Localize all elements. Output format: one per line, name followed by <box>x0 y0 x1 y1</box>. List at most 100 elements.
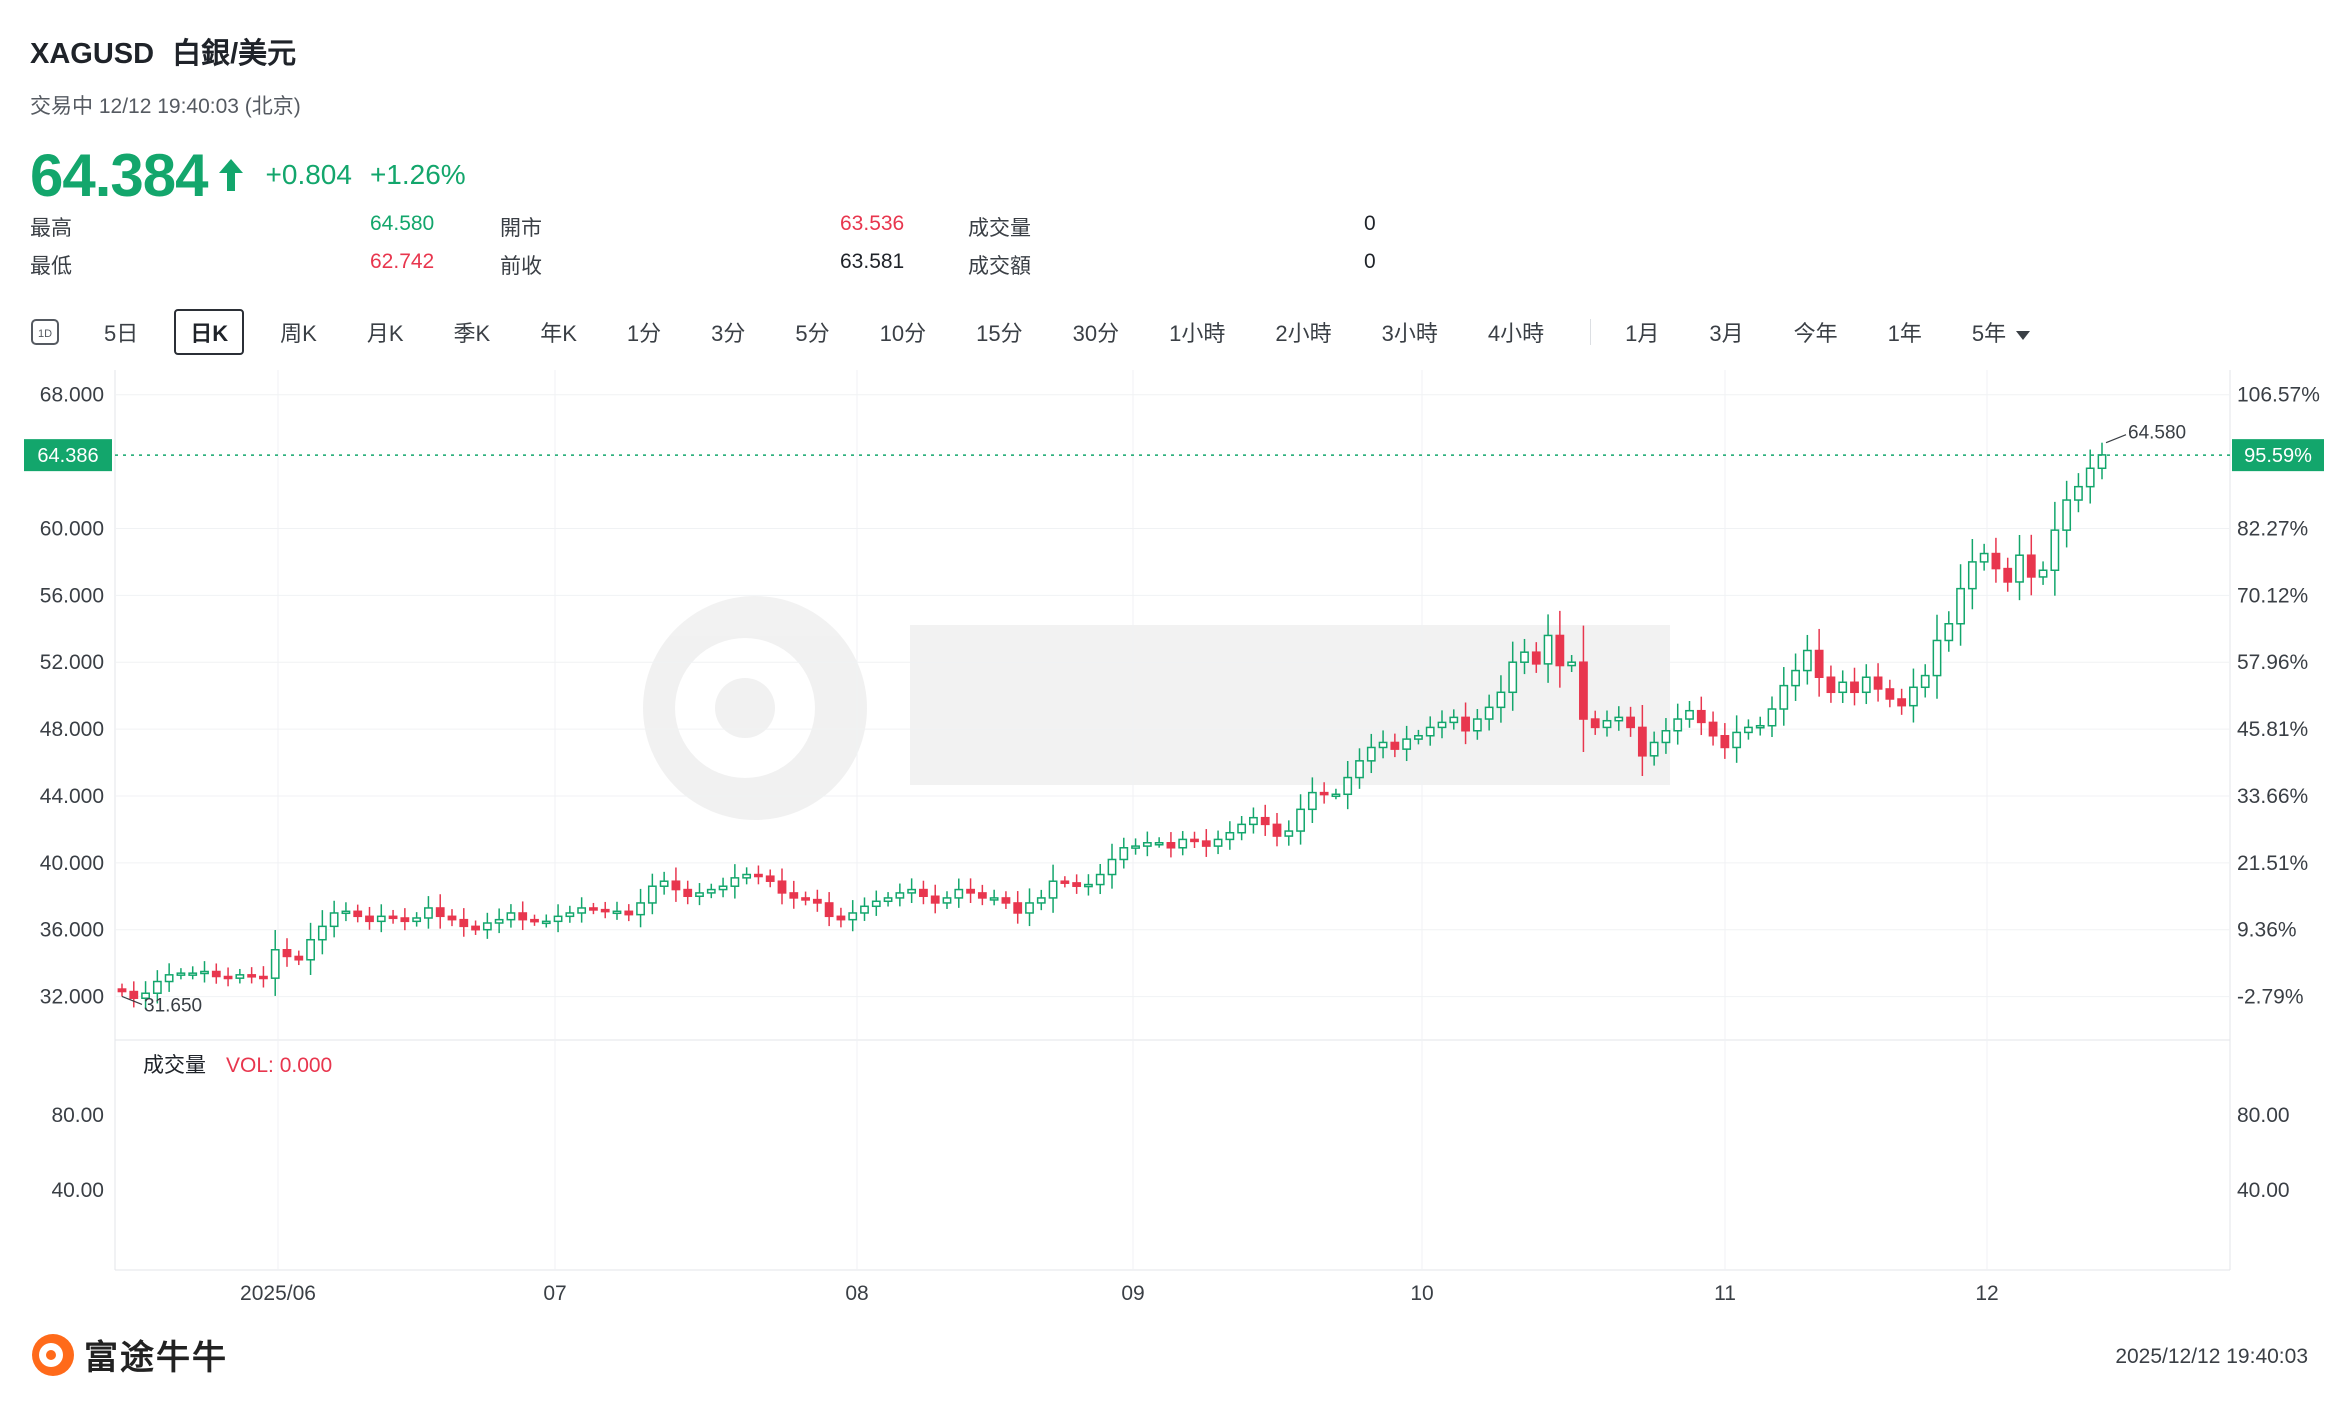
candle-up <box>1331 793 1341 798</box>
x-tick-label: 2025/06 <box>240 1282 316 1305</box>
candle-up <box>1414 735 1423 740</box>
candle-up <box>907 888 917 894</box>
range-tab-1year[interactable]: 1年 <box>1887 321 1922 346</box>
tab-4hour[interactable]: 4小時 <box>1487 321 1545 346</box>
range-tab-5year[interactable]: 5年 <box>1958 310 2044 354</box>
candle-down <box>1072 882 1082 887</box>
turnover-label: 成交額 <box>968 255 1031 278</box>
candle-up <box>1661 729 1671 744</box>
candle-up <box>270 949 280 979</box>
tab-weekly-k[interactable]: 周K <box>280 321 317 346</box>
price-tick-label: 44.000 <box>40 785 104 808</box>
candle-down <box>1637 726 1647 757</box>
quote-header: XAGUSD 白銀/美元 交易中 12/12 19:40:03 (北京) 64.… <box>30 30 2310 210</box>
candle-down <box>1826 676 1836 694</box>
candle-down <box>919 888 928 898</box>
tab-daily-k[interactable]: 日K <box>174 309 245 355</box>
candle-down <box>530 918 539 923</box>
candle-up <box>860 905 869 914</box>
open-label: 開市 <box>500 217 542 240</box>
tab-30min[interactable]: 30分 <box>1072 321 1120 346</box>
candle-up <box>1508 661 1518 694</box>
svg-text:1D: 1D <box>38 328 52 340</box>
arrow-up-icon <box>218 159 243 191</box>
chart-grid <box>114 370 2231 1271</box>
candle-up <box>1767 708 1777 727</box>
candle-up <box>1437 721 1447 729</box>
candle-up <box>424 907 433 919</box>
candle-up <box>176 972 186 976</box>
tab-1min[interactable]: 1分 <box>626 321 662 346</box>
candle-up <box>1744 726 1753 734</box>
candle-up <box>2015 554 2024 583</box>
candle-up <box>1095 873 1105 886</box>
candle-up <box>1402 738 1412 750</box>
candle-up <box>1131 845 1140 849</box>
candle-down <box>1708 721 1718 737</box>
candle-down <box>294 955 304 961</box>
candle-up <box>1307 791 1317 811</box>
calendar-1d-icon[interactable]: 1D <box>30 317 60 347</box>
candle-down <box>353 910 363 918</box>
candle-up <box>1213 838 1223 847</box>
range-tab-1month[interactable]: 1月 <box>1625 321 1660 346</box>
candle-down <box>1319 791 1329 796</box>
period-tabs: 1D 5日 日K 周K 月K 季K 年K 1分 3分 5分 10分 15分 30… <box>30 309 2066 355</box>
percent-tick-label: 106.57% <box>2237 384 2320 407</box>
candle-down <box>459 918 469 928</box>
candle-up <box>706 888 716 894</box>
percent-tick-label: 57.96% <box>2237 651 2308 674</box>
range-tab-3month[interactable]: 3月 <box>1709 321 1744 346</box>
candle-up <box>1779 684 1789 710</box>
tab-monthly-k[interactable]: 月K <box>366 321 404 346</box>
candle-up <box>1920 674 1930 689</box>
symbol-code: XAGUSD <box>30 38 155 70</box>
range-tab-ytd[interactable]: 今年 <box>1793 321 1838 346</box>
candle-up <box>1119 847 1129 861</box>
candle-down <box>259 975 268 980</box>
candle-up <box>1932 639 1942 677</box>
candle-up <box>1107 858 1117 876</box>
candle-down <box>589 907 598 911</box>
candle-down <box>977 892 987 899</box>
tab-15min[interactable]: 15分 <box>976 321 1023 346</box>
futu-logo-icon <box>32 1333 74 1376</box>
candle-up <box>1602 719 1612 729</box>
candle-up <box>1154 842 1164 846</box>
turnover-value: 0 <box>1364 250 1376 273</box>
candle-down <box>471 925 480 931</box>
candle-up <box>848 912 858 921</box>
candle-down <box>1814 649 1824 679</box>
candle-up <box>1755 724 1765 729</box>
tab-3min[interactable]: 3分 <box>711 321 746 346</box>
candle-down <box>1590 718 1600 729</box>
tab-quarterly-k[interactable]: 季K <box>453 321 491 346</box>
candle-down <box>1991 552 2001 570</box>
tab-10min[interactable]: 10分 <box>879 321 927 346</box>
percent-tick-label: 21.51% <box>2237 852 2308 875</box>
candle-up <box>895 892 905 899</box>
candle-up <box>152 980 162 994</box>
candle-up <box>341 910 351 915</box>
low-label: 最低 <box>30 255 72 278</box>
candle-down <box>1001 897 1011 904</box>
candle-up <box>1649 741 1659 757</box>
percent-tick-label: 82.27% <box>2237 517 2308 540</box>
price-change-percent: +1.26% <box>369 159 466 190</box>
candle-up <box>1366 746 1376 762</box>
tab-5min[interactable]: 5分 <box>795 321 830 346</box>
tab-3hour[interactable]: 3小時 <box>1381 321 1438 346</box>
candlestick-chart[interactable]: 68.000 106.57% 60.000 82.27% 56.000 70.12% 52.… <box>0 370 2340 1310</box>
x-tick-label: 09 <box>1121 1282 1144 1305</box>
candle-down <box>683 888 693 898</box>
price-tick-label: 32.000 <box>40 986 104 1009</box>
tab-1hour[interactable]: 1小時 <box>1169 321 1226 346</box>
candle-up <box>317 925 327 941</box>
candle-up <box>1225 831 1235 841</box>
candle-down <box>447 915 457 921</box>
tab-5day[interactable]: 5日 <box>104 321 139 346</box>
candle-down <box>1696 709 1706 724</box>
tab-2hour[interactable]: 2小時 <box>1275 321 1332 346</box>
min-annotation-leader <box>121 995 143 1005</box>
tab-yearly-k[interactable]: 年K <box>540 321 577 346</box>
